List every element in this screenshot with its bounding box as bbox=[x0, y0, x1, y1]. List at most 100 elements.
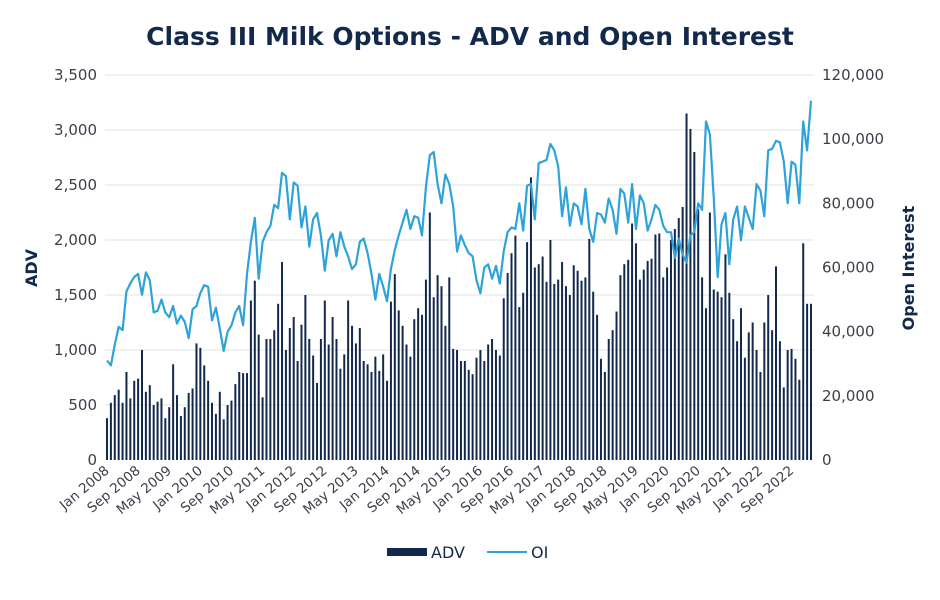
adv-bar bbox=[191, 388, 194, 460]
adv-bar bbox=[471, 374, 474, 460]
adv-bar bbox=[358, 328, 361, 460]
adv-bar bbox=[327, 344, 330, 460]
adv-bar bbox=[421, 314, 424, 460]
adv-bar bbox=[580, 280, 583, 460]
left-tick-label: 3,000 bbox=[54, 121, 97, 139]
adv-bar bbox=[506, 273, 509, 460]
adv-bar bbox=[183, 407, 186, 460]
adv-bar bbox=[222, 419, 225, 460]
left-tick-label: 2,500 bbox=[54, 176, 97, 194]
adv-bar bbox=[386, 380, 389, 460]
adv-bar bbox=[121, 402, 124, 460]
adv-bar bbox=[172, 364, 175, 460]
right-tick-label: 20,000 bbox=[822, 387, 875, 405]
right-tick-label: 100,000 bbox=[822, 130, 884, 148]
adv-bar bbox=[168, 407, 171, 460]
adv-bar bbox=[568, 295, 571, 460]
adv-bar bbox=[117, 389, 120, 460]
adv-bar bbox=[125, 372, 128, 460]
adv-bar bbox=[417, 308, 420, 460]
adv-bar bbox=[273, 330, 276, 460]
adv-bar bbox=[176, 395, 179, 460]
adv-bar bbox=[137, 378, 140, 460]
adv-bar bbox=[109, 402, 112, 460]
adv-bar bbox=[537, 264, 540, 460]
adv-bar bbox=[281, 262, 284, 460]
adv-bar bbox=[778, 341, 781, 460]
adv-bar bbox=[144, 391, 147, 460]
adv-bar bbox=[129, 398, 132, 460]
oi-line-group bbox=[106, 100, 813, 367]
adv-bar bbox=[790, 348, 793, 460]
adv-bars bbox=[106, 113, 812, 461]
adv-bar bbox=[646, 260, 649, 460]
adv-bar bbox=[164, 418, 167, 460]
adv-bar bbox=[491, 339, 494, 460]
adv-bar bbox=[378, 370, 381, 460]
adv-bar bbox=[319, 339, 322, 460]
adv-bar bbox=[584, 277, 587, 460]
adv-bar bbox=[265, 339, 268, 460]
adv-bar bbox=[728, 292, 731, 460]
left-axis-ticks: 0 500 1,000 1,500 2,000 2,500 3,000 3,500 bbox=[54, 66, 97, 469]
adv-bar bbox=[214, 413, 217, 460]
adv-bar bbox=[498, 355, 501, 460]
adv-bar bbox=[669, 240, 672, 460]
adv-bar bbox=[747, 332, 750, 460]
adv-bar bbox=[432, 297, 435, 460]
adv-bar bbox=[634, 243, 637, 460]
adv-bar bbox=[160, 398, 163, 460]
adv-bar bbox=[767, 295, 770, 460]
adv-bar bbox=[312, 355, 315, 460]
adv-bar bbox=[810, 303, 812, 460]
adv-bar bbox=[253, 280, 256, 460]
left-tick-label: 1,000 bbox=[54, 341, 97, 359]
adv-bar bbox=[409, 356, 412, 460]
adv-bar bbox=[708, 212, 711, 460]
adv-bar bbox=[798, 379, 801, 460]
adv-bar bbox=[716, 291, 719, 460]
adv-bar bbox=[374, 356, 377, 460]
adv-bar bbox=[510, 253, 513, 460]
adv-bar bbox=[623, 264, 626, 460]
adv-bar bbox=[771, 330, 774, 460]
adv-bar bbox=[603, 372, 606, 460]
left-tick-label: 500 bbox=[68, 396, 97, 414]
adv-bar bbox=[732, 319, 735, 460]
adv-bar bbox=[405, 344, 408, 460]
right-tick-label: 80,000 bbox=[822, 194, 875, 212]
adv-bar bbox=[479, 350, 482, 460]
adv-bar bbox=[502, 298, 505, 460]
adv-bar bbox=[607, 339, 610, 460]
adv-bar bbox=[545, 281, 548, 460]
adv-bar bbox=[681, 207, 684, 460]
adv-bar bbox=[739, 308, 742, 460]
adv-bar bbox=[296, 361, 299, 460]
adv-bar bbox=[195, 343, 198, 460]
adv-bar bbox=[693, 152, 696, 460]
adv-bar bbox=[199, 347, 202, 460]
adv-bar bbox=[413, 319, 416, 460]
adv-bar bbox=[444, 325, 447, 460]
adv-bar bbox=[316, 383, 319, 460]
adv-bar bbox=[292, 317, 295, 460]
adv-bar bbox=[339, 368, 342, 460]
adv-bar bbox=[323, 300, 326, 460]
adv-bar bbox=[759, 372, 762, 460]
adv-bar bbox=[619, 275, 622, 460]
adv-bar bbox=[514, 235, 517, 460]
adv-bar bbox=[269, 339, 272, 460]
adv-bar bbox=[187, 392, 190, 460]
adv-bar bbox=[518, 307, 521, 460]
adv-bar bbox=[763, 322, 766, 460]
adv-bar bbox=[572, 265, 575, 460]
adv-bar bbox=[382, 354, 385, 460]
right-tick-label: 120,000 bbox=[822, 66, 884, 84]
legend-oi-label: OI bbox=[531, 543, 548, 562]
adv-bar bbox=[576, 270, 579, 460]
adv-bar bbox=[483, 361, 486, 460]
adv-bar bbox=[331, 317, 334, 460]
adv-bar bbox=[557, 279, 560, 460]
adv-bar bbox=[156, 401, 159, 460]
